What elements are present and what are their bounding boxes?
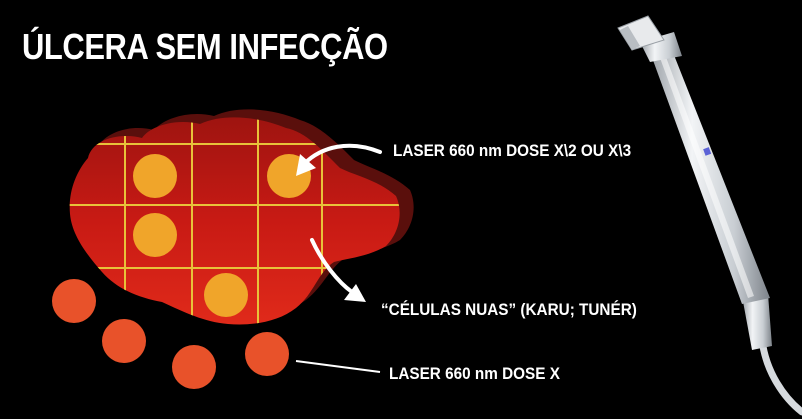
probe-highlight xyxy=(660,57,754,298)
naked-cells-label: “CÉLULAS NUAS” (KARU; TUNÉR) xyxy=(381,300,637,319)
outer-point xyxy=(102,319,146,363)
probe-cable xyxy=(758,336,802,416)
page-title: ÚLCERA SEM INFECÇÃO xyxy=(22,26,388,67)
arrow-to-cells-label xyxy=(310,238,354,294)
outer-point xyxy=(172,345,216,389)
laser-probe-handpiece-icon xyxy=(617,15,802,416)
arrow-to-inner-point xyxy=(302,143,382,166)
inner-point xyxy=(133,154,177,198)
pointer-line-bottom xyxy=(295,360,381,373)
arrow-curve xyxy=(302,143,382,166)
arrow-curve xyxy=(310,238,354,294)
arrow-head-mid xyxy=(344,284,366,302)
outer-laser-points xyxy=(52,279,289,389)
outer-point xyxy=(52,279,96,323)
probe-indicator xyxy=(703,147,712,156)
inner-point xyxy=(204,273,248,317)
outer-point xyxy=(245,332,289,376)
probe-tail xyxy=(742,294,772,350)
laser-dose-label-top: LASER 660 nm DOSE X\2 OU X\3 xyxy=(393,141,632,160)
arrow-head-top xyxy=(296,154,316,176)
inner-point xyxy=(133,213,177,257)
laser-dose-label-bottom: LASER 660 nm DOSE X xyxy=(389,364,560,383)
probe-tip xyxy=(620,26,640,50)
